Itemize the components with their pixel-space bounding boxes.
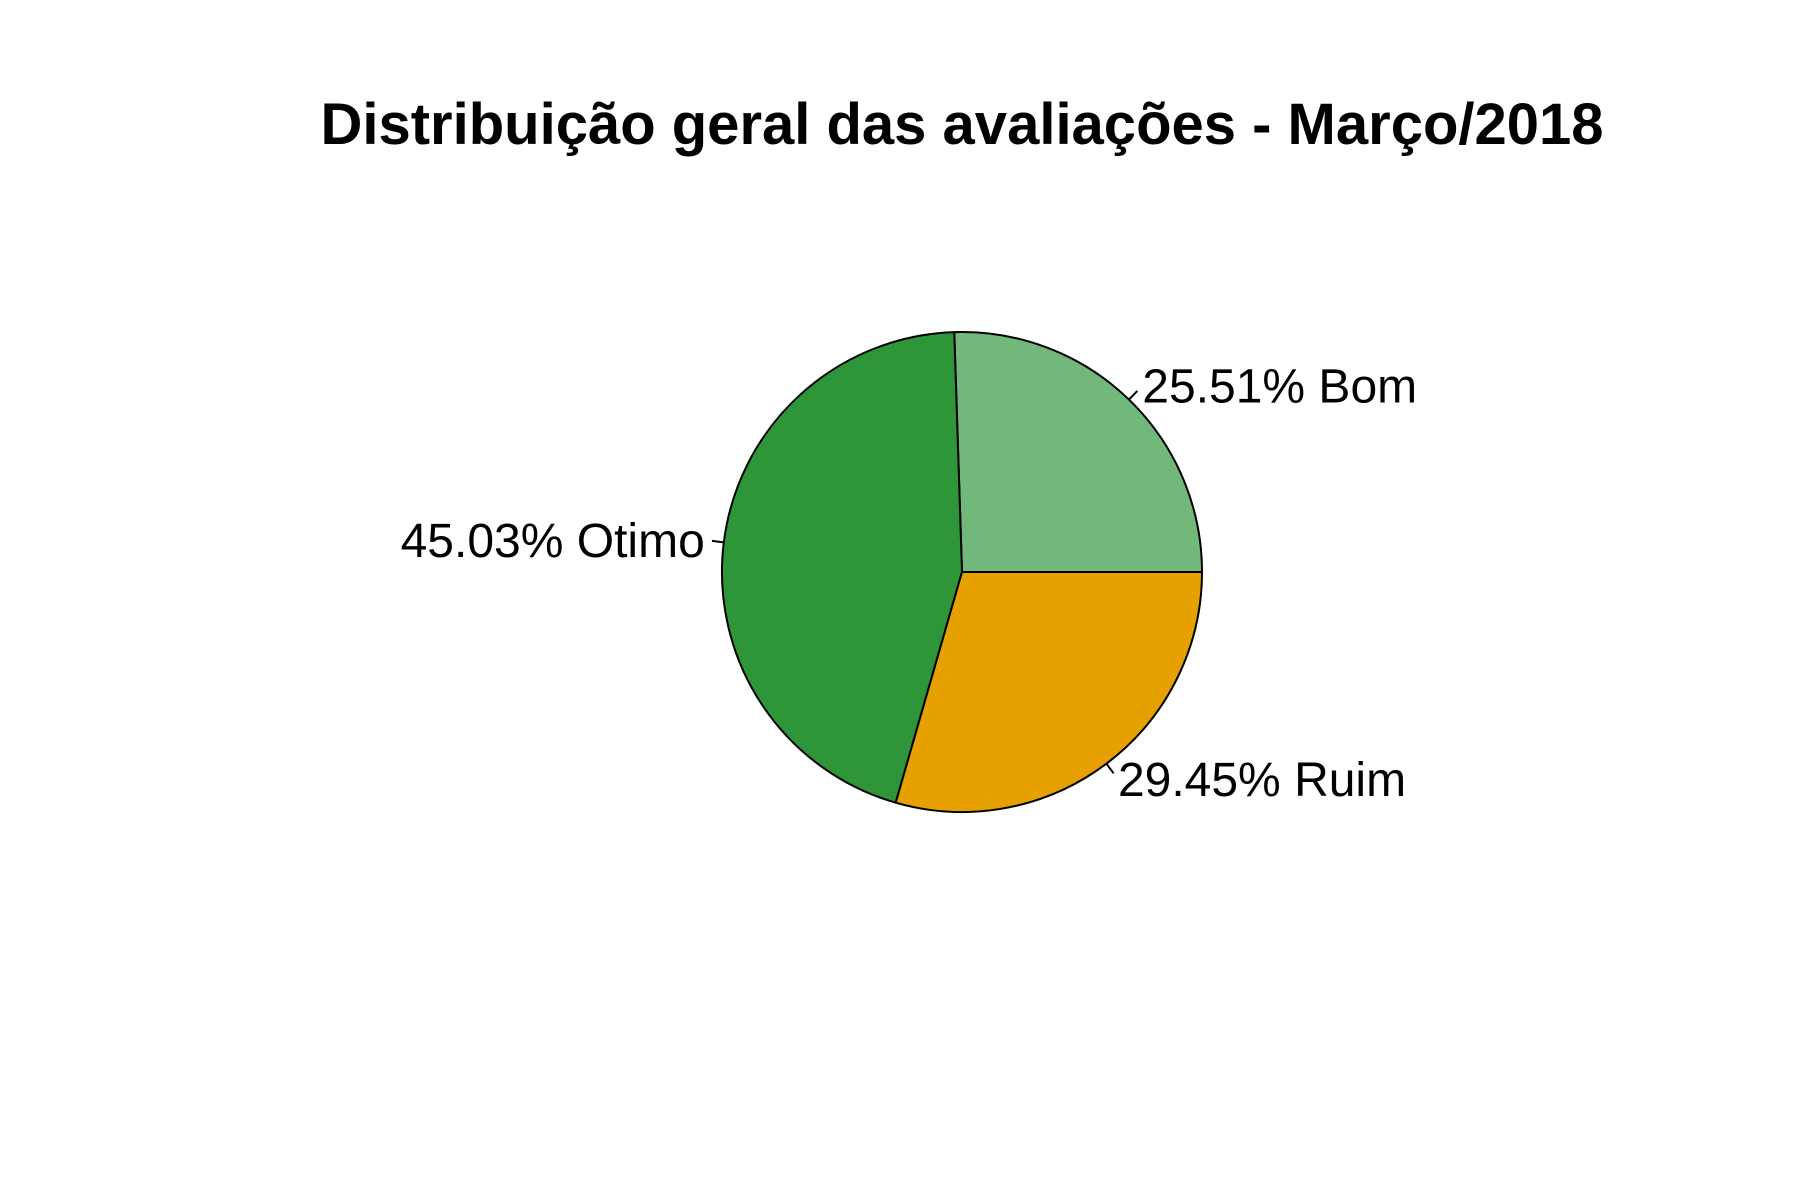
- leader-line-bom: [1128, 390, 1139, 401]
- slice-labels: 25.51% Bom 45.03% Otimo 29.45% Ruim: [401, 361, 1418, 807]
- slice-label-bom: 25.51% Bom: [1142, 361, 1417, 414]
- leader-line-ruim: [1105, 763, 1115, 774]
- pie-slices: [720, 331, 1203, 813]
- chart-title: Distribuição geral das avaliações - Març…: [320, 92, 1603, 157]
- leader-line-otimo: [711, 539, 724, 544]
- slice-label-otimo: 45.03% Otimo: [401, 515, 705, 568]
- label-leader-lines: [711, 390, 1139, 774]
- slice-label-ruim: 29.45% Ruim: [1118, 754, 1406, 807]
- pie-slice-otimo: [720, 331, 963, 804]
- pie-slice-ruim: [894, 571, 1203, 813]
